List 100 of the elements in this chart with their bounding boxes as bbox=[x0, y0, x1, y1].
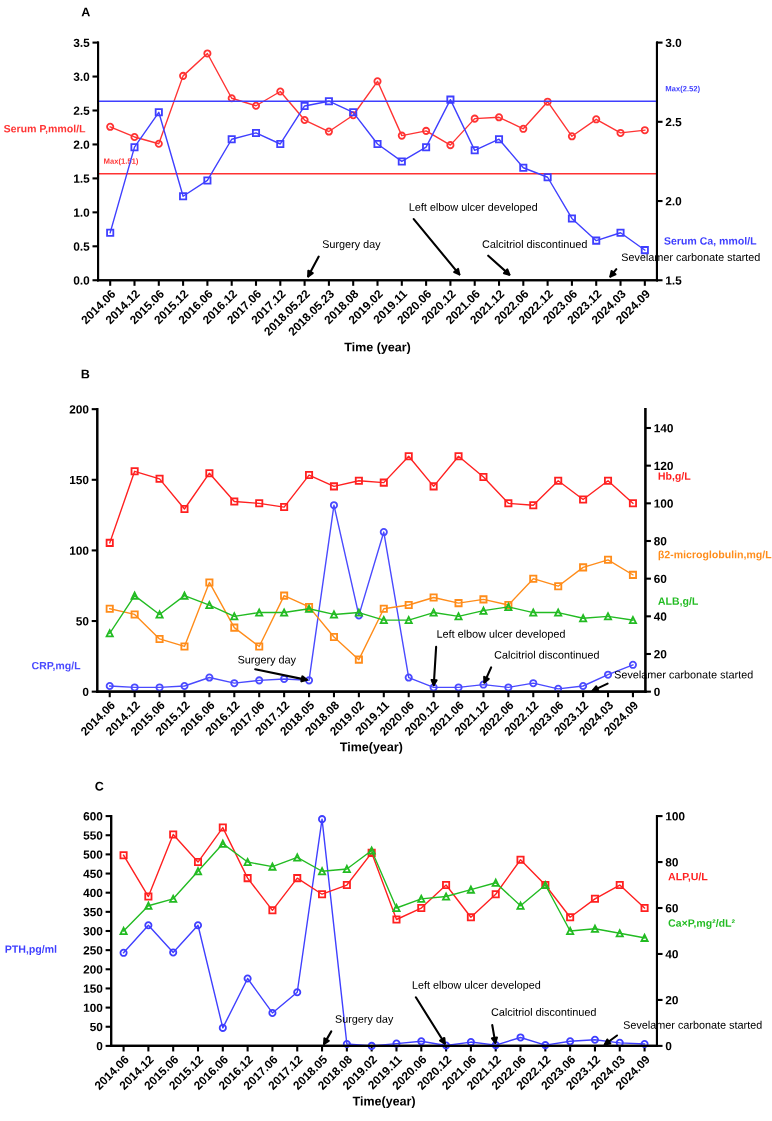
point bbox=[342, 880, 351, 890]
y2-tick-label: 80 bbox=[665, 858, 678, 867]
text: ALP,U/L bbox=[668, 872, 708, 882]
point bbox=[105, 538, 114, 547]
point bbox=[251, 128, 261, 137]
point bbox=[603, 555, 613, 564]
point bbox=[105, 604, 114, 613]
point bbox=[179, 71, 188, 80]
y2-tick-label: 140 bbox=[654, 424, 673, 433]
point bbox=[155, 474, 164, 483]
point bbox=[155, 610, 164, 619]
point bbox=[379, 604, 388, 613]
point bbox=[379, 528, 388, 537]
point bbox=[144, 921, 153, 930]
annotation: Calcitriol discontinued bbox=[491, 1007, 596, 1016]
point bbox=[130, 591, 139, 600]
point bbox=[329, 633, 338, 642]
point bbox=[491, 878, 500, 887]
point bbox=[397, 157, 406, 166]
point bbox=[554, 684, 563, 693]
point bbox=[305, 676, 314, 685]
point bbox=[293, 988, 302, 997]
point bbox=[519, 163, 528, 172]
point bbox=[324, 97, 333, 106]
point bbox=[466, 885, 475, 894]
y-tick-label: 100 bbox=[69, 546, 89, 555]
text: Serum P,mmol/L bbox=[3, 124, 86, 134]
y-tick-label: 450 bbox=[83, 869, 103, 878]
point bbox=[479, 680, 488, 689]
point bbox=[429, 482, 438, 491]
point bbox=[193, 858, 203, 867]
point bbox=[169, 830, 178, 839]
point bbox=[255, 608, 264, 617]
point bbox=[479, 472, 488, 481]
text: β2-microglobulin,mg/L bbox=[658, 550, 772, 561]
point bbox=[429, 608, 438, 617]
point bbox=[566, 926, 575, 936]
point bbox=[329, 501, 338, 510]
point bbox=[442, 880, 451, 890]
y-tick-label: 600 bbox=[83, 812, 103, 821]
annotation: Left elbow ulcer developed bbox=[437, 629, 565, 640]
point bbox=[144, 901, 153, 910]
point bbox=[628, 616, 637, 625]
point bbox=[504, 499, 513, 508]
point bbox=[130, 467, 139, 476]
point bbox=[590, 894, 599, 903]
point bbox=[230, 623, 239, 632]
point bbox=[516, 1033, 525, 1042]
chart-title: A bbox=[81, 7, 90, 17]
y-tick-label: 3.5 bbox=[73, 38, 90, 48]
point bbox=[454, 612, 463, 621]
point bbox=[628, 660, 637, 669]
point bbox=[404, 616, 413, 625]
point bbox=[603, 612, 613, 621]
point bbox=[144, 892, 153, 901]
point bbox=[529, 501, 538, 510]
chart-title: B bbox=[81, 369, 90, 379]
annotation: Left elbow ulcer developed bbox=[409, 202, 537, 214]
point bbox=[494, 135, 504, 144]
point bbox=[392, 903, 401, 913]
point bbox=[180, 504, 189, 514]
point bbox=[255, 642, 264, 651]
y2-tick-label: 0 bbox=[654, 687, 660, 697]
point bbox=[592, 115, 601, 124]
point bbox=[422, 143, 431, 152]
point bbox=[230, 612, 239, 621]
point bbox=[154, 139, 163, 148]
point bbox=[417, 903, 426, 913]
point bbox=[268, 1008, 277, 1017]
y2-tick-label: 2.0 bbox=[665, 197, 682, 206]
y2-tick-label: 1.5 bbox=[666, 276, 682, 285]
y-tick-label: 150 bbox=[83, 984, 103, 993]
point bbox=[454, 683, 463, 692]
point bbox=[379, 478, 388, 487]
point bbox=[354, 476, 363, 485]
point bbox=[155, 683, 164, 692]
y-tick-label: 200 bbox=[83, 965, 103, 974]
point bbox=[119, 926, 128, 936]
y2-tick-label: 60 bbox=[654, 574, 667, 584]
point bbox=[543, 173, 552, 182]
y-tick-label: 1.5 bbox=[74, 174, 90, 183]
annotation: Calcitriol discontinued bbox=[494, 650, 599, 659]
point bbox=[280, 503, 289, 512]
point bbox=[404, 673, 413, 682]
point bbox=[590, 1035, 599, 1044]
point bbox=[130, 683, 139, 692]
point bbox=[541, 1041, 550, 1050]
point bbox=[205, 469, 214, 478]
point bbox=[491, 890, 500, 899]
point bbox=[243, 974, 252, 983]
y2-tick-label: 20 bbox=[654, 650, 667, 659]
point bbox=[276, 87, 285, 96]
point bbox=[554, 608, 563, 617]
point bbox=[342, 864, 351, 873]
y-tick-label: 50 bbox=[76, 617, 89, 626]
annotation: Left elbow ulcer developed bbox=[412, 980, 541, 991]
point bbox=[329, 482, 338, 491]
y2-tick-label: 3.0 bbox=[665, 38, 682, 48]
point bbox=[227, 135, 236, 144]
point bbox=[628, 570, 637, 579]
